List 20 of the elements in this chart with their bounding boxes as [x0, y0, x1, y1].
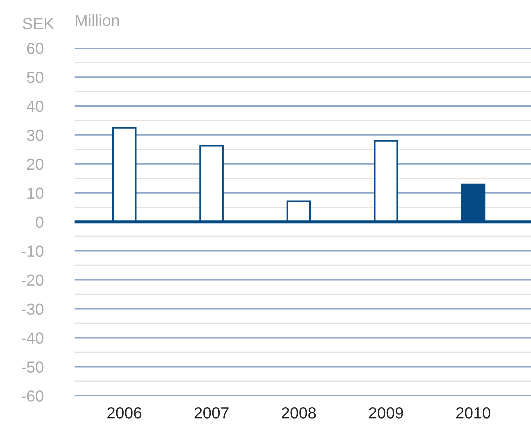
y-tick-label: -60: [22, 390, 44, 402]
y-tick-label: 10: [28, 188, 44, 200]
x-tick-label: 2010: [456, 408, 491, 419]
y-tick-label: 60: [27, 42, 44, 54]
y-tick-label: 40: [26, 100, 44, 112]
y-tick-label: -40: [22, 332, 44, 344]
x-tick-label: 2009: [369, 408, 404, 419]
y-tick-label: -50: [22, 362, 44, 373]
chart-title: Million: [76, 14, 120, 26]
y-axis-title: SEK: [23, 18, 54, 30]
y-tick-label: 20: [27, 158, 44, 170]
x-tick-label: 2006: [108, 408, 142, 419]
x-tick-label: 2008: [282, 408, 316, 419]
y-tick-label: -30: [22, 304, 44, 316]
y-tick-label: 0: [36, 216, 44, 228]
y-tick-label: 50: [27, 72, 44, 84]
x-tick-label: 2007: [194, 408, 229, 419]
y-tick-label: 30: [27, 130, 44, 142]
y-tick-label: -20: [22, 274, 44, 286]
y-tick-label: -10: [22, 246, 44, 258]
